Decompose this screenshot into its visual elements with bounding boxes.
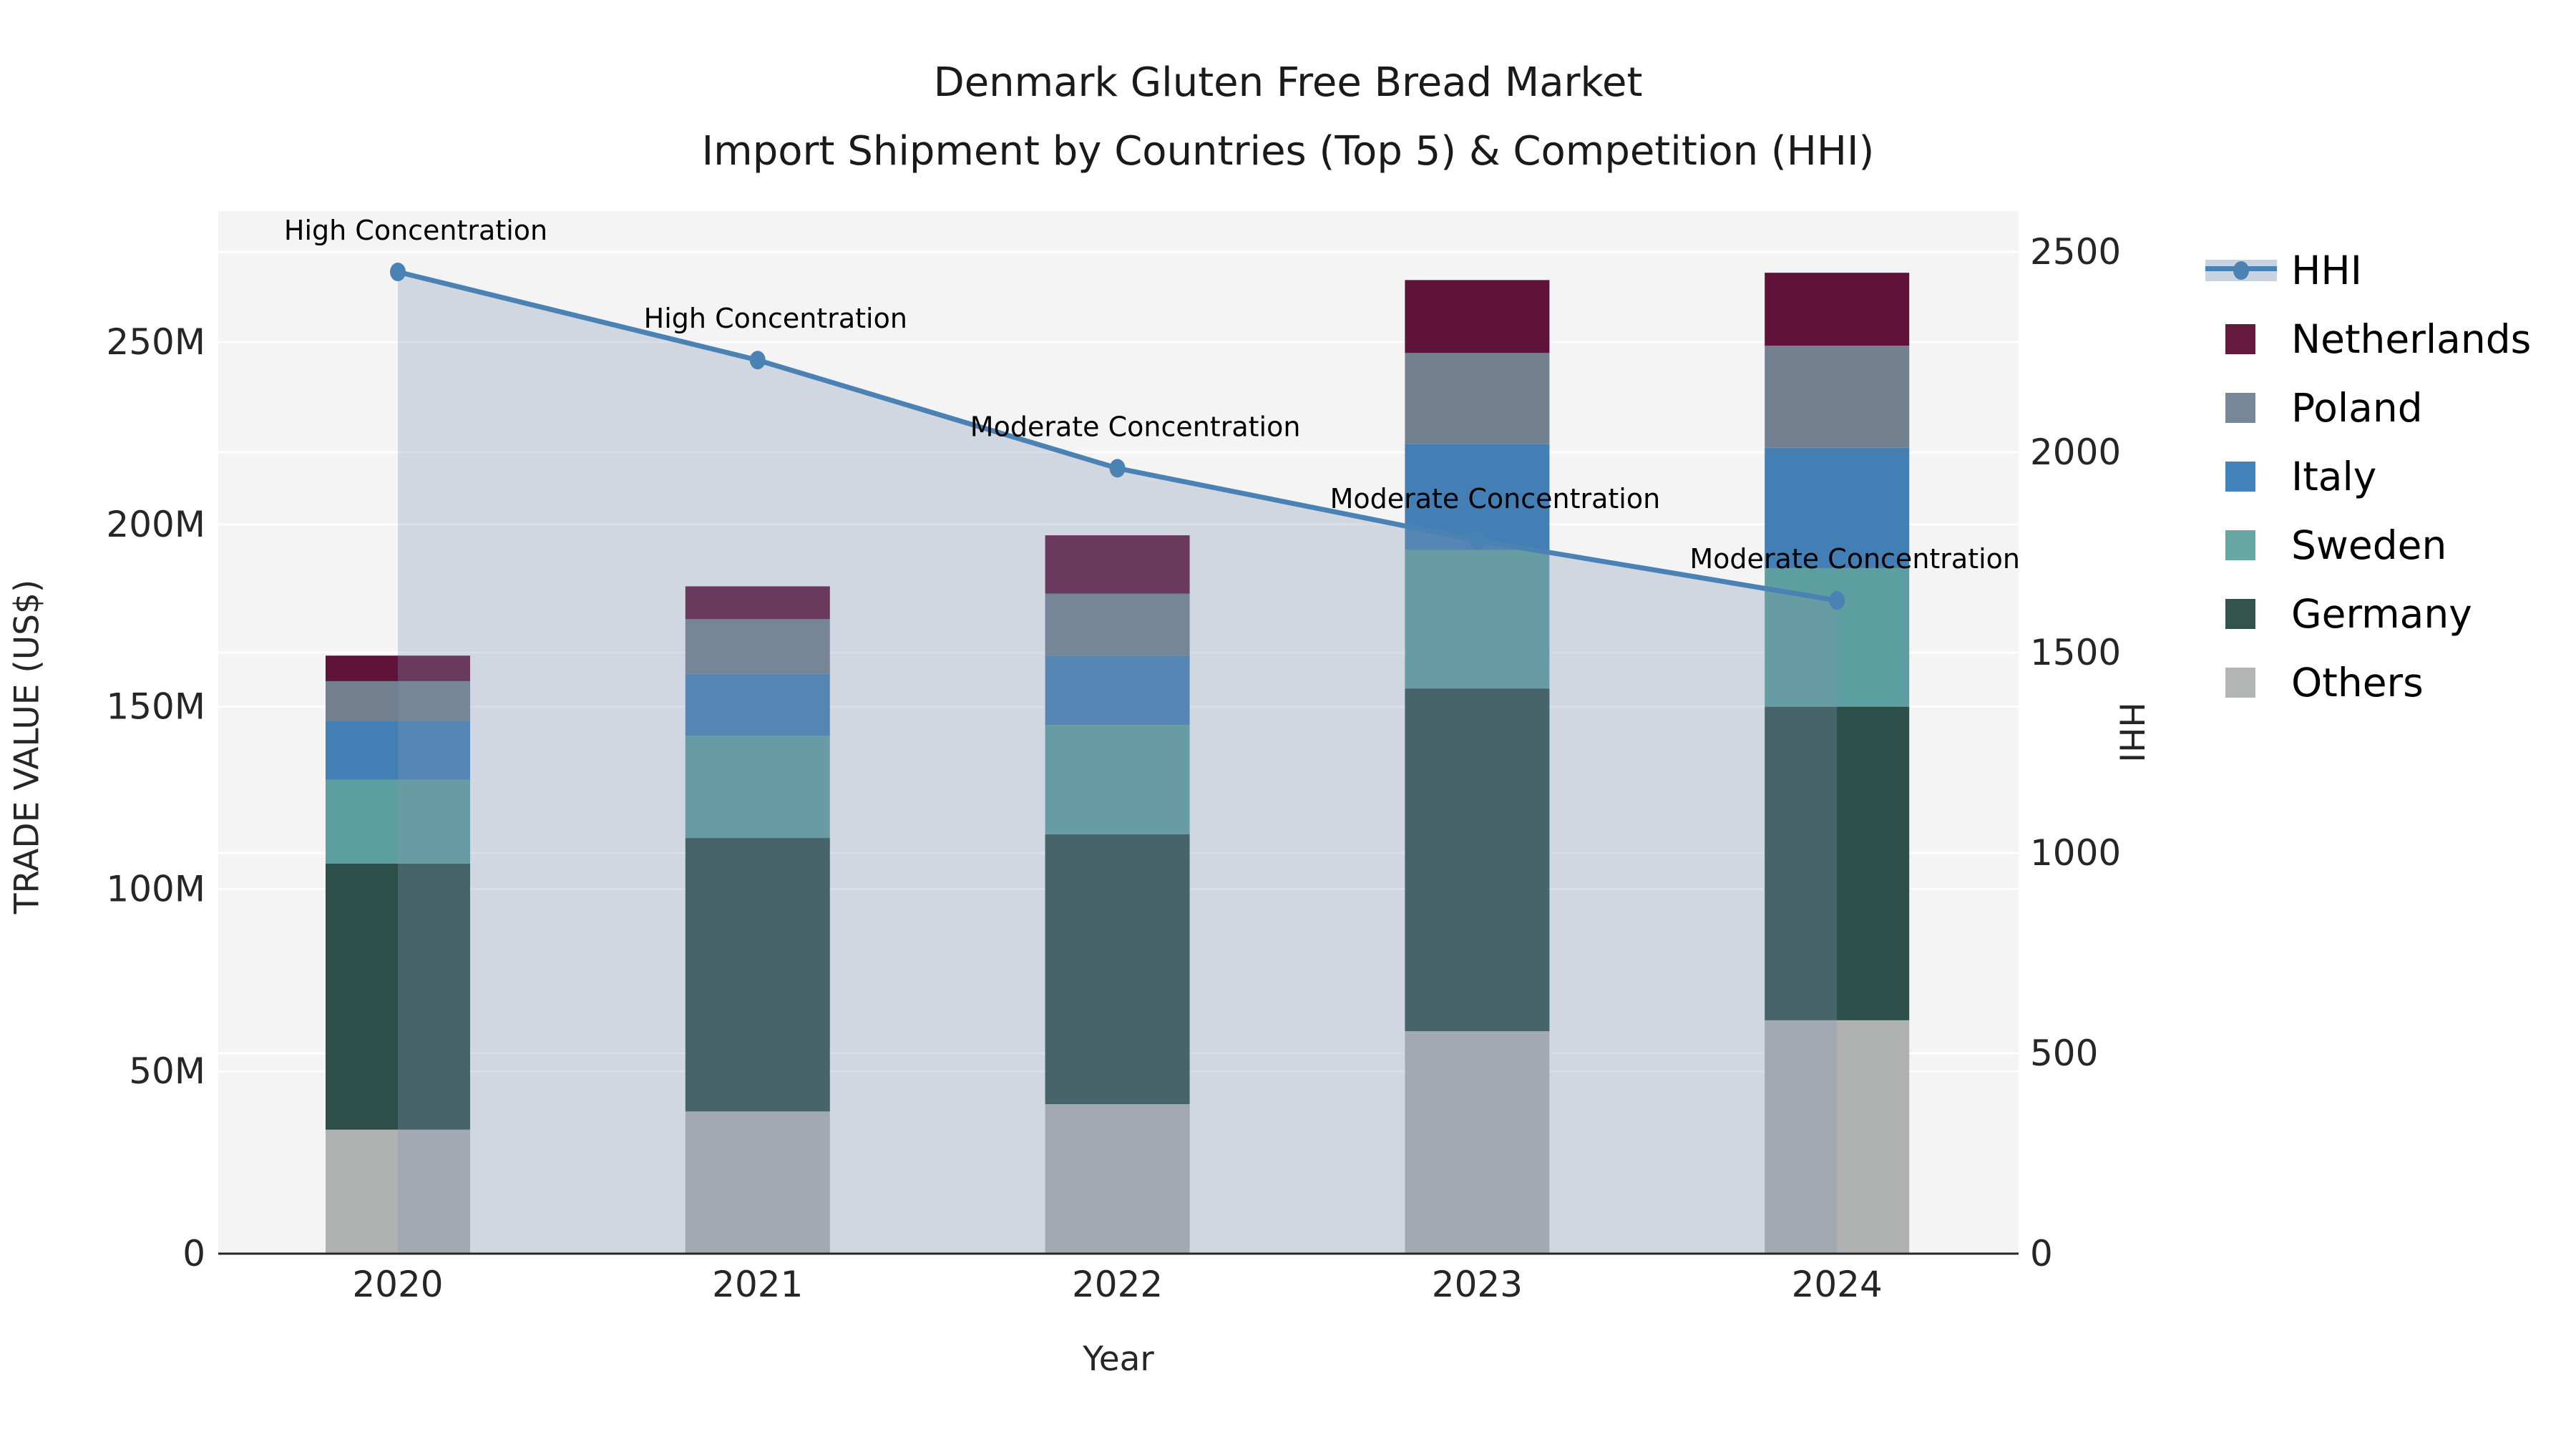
hhi-marker-2023 [1469, 531, 1485, 550]
legend-swatch-glyph [2205, 388, 2277, 428]
bar-segment-others-2020 [326, 1129, 470, 1254]
y-left-tick-50M: 50M [129, 1050, 205, 1092]
legend-swatch-others [2225, 668, 2255, 698]
left-axis-label: TRADE VALUE (US$) [7, 579, 47, 914]
chart-title-line-2: Import Shipment by Countries (Top 5) & C… [701, 128, 1875, 175]
bar-segment-netherlands-2020 [326, 655, 470, 681]
legend-label-italy: Italy [2291, 454, 2377, 499]
bar-segment-italy-2021 [685, 673, 830, 736]
legend-item-hhi: HHI [2205, 236, 2531, 305]
bar-segment-netherlands-2023 [1405, 280, 1550, 353]
y-left-tick-150M: 150M [106, 686, 205, 728]
bar-segment-italy-2024 [1765, 447, 1910, 568]
x-tick-2021: 2021 [712, 1264, 803, 1305]
legend-swatch-glyph [2205, 319, 2277, 359]
hhi-marker-2020 [390, 263, 406, 281]
bar-segment-poland-2022 [1045, 593, 1190, 656]
legend-line-glyph [2205, 250, 2277, 291]
bar-segment-italy-2020 [326, 721, 470, 780]
legend-item-germany: Germany [2205, 580, 2531, 648]
y-right-tick-2500: 2500 [2030, 231, 2121, 273]
annotation-label-2020: High Concentration [284, 215, 547, 246]
bar-segment-italy-2022 [1045, 655, 1190, 726]
hhi-area [398, 272, 1838, 1254]
bar-segment-netherlands-2024 [1765, 273, 1910, 346]
legend-swatch-glyph [2205, 594, 2277, 634]
y-right-tick-2000: 2000 [2030, 431, 2121, 473]
y-left-tick-100M: 100M [106, 868, 205, 909]
x-axis-label: Year [1083, 1340, 1154, 1379]
legend-swatch-glyph [2205, 663, 2277, 703]
bar-segment-others-2022 [1045, 1104, 1190, 1254]
bar-segment-netherlands-2022 [1045, 535, 1190, 594]
bar-segment-netherlands-2021 [685, 586, 830, 620]
y-right-tick-500: 500 [2030, 1033, 2098, 1074]
y-left-tick-0: 0 [182, 1233, 205, 1274]
legend-item-netherlands: Netherlands [2205, 305, 2531, 374]
hhi-marker-sample [2233, 261, 2249, 280]
annotation-label-2021: High Concentration [644, 303, 907, 334]
legend-swatch-germany [2225, 599, 2255, 629]
bar-segment-germany-2024 [1765, 706, 1910, 1020]
bar-segment-poland-2024 [1765, 346, 1910, 448]
bar-segment-others-2024 [1765, 1020, 1910, 1254]
y-right-tick-1000: 1000 [2030, 832, 2121, 874]
bar-segment-poland-2021 [685, 619, 830, 674]
bar-segment-germany-2021 [685, 838, 830, 1112]
legend-label-sweden: Sweden [2291, 522, 2447, 568]
legend-label-germany: Germany [2291, 591, 2472, 637]
bar-segment-germany-2023 [1405, 688, 1550, 1032]
bar-segment-others-2023 [1405, 1031, 1550, 1254]
legend-label-netherlands: Netherlands [2291, 316, 2532, 362]
legend-swatch-netherlands [2225, 324, 2255, 354]
hhi-marker-2024 [1829, 591, 1845, 610]
legend-swatch-sweden [2225, 530, 2255, 560]
bar-segment-others-2021 [685, 1111, 830, 1254]
legend-swatch-glyph [2205, 457, 2277, 497]
bar-segment-germany-2022 [1045, 834, 1190, 1105]
right-axis-label: HHI [2111, 702, 2151, 763]
bar-segment-sweden-2023 [1405, 550, 1550, 689]
legend-swatch-italy [2225, 462, 2255, 492]
legend-label-others: Others [2291, 660, 2424, 706]
legend-label-hhi: HHI [2291, 248, 2362, 293]
annotation-label-2024: Moderate Concentration [1689, 543, 2020, 575]
bar-segment-germany-2020 [326, 863, 470, 1130]
bar-segment-sweden-2020 [326, 779, 470, 864]
legend-label-poland: Poland [2291, 385, 2423, 431]
x-tick-2024: 2024 [1792, 1264, 1883, 1305]
bar-segment-sweden-2022 [1045, 725, 1190, 834]
x-tick-2020: 2020 [352, 1264, 443, 1305]
legend-item-italy: Italy [2205, 442, 2531, 511]
y-right-tick-1500: 1500 [2030, 632, 2121, 673]
legend-swatch-poland [2225, 393, 2255, 423]
annotation-label-2023: Moderate Concentration [1330, 483, 1661, 514]
bar-segment-poland-2023 [1405, 353, 1550, 444]
annotation-label-2022: Moderate Concentration [970, 411, 1301, 442]
legend-item-poland: Poland [2205, 374, 2531, 442]
y-left-tick-200M: 200M [106, 504, 205, 545]
hhi-marker-2022 [1109, 459, 1126, 478]
y-right-tick-0: 0 [2030, 1233, 2053, 1274]
x-tick-2022: 2022 [1072, 1264, 1163, 1305]
legend-item-others: Others [2205, 648, 2531, 717]
bar-segment-sweden-2021 [685, 736, 830, 839]
legend-item-sweden: Sweden [2205, 511, 2531, 580]
x-tick-2023: 2023 [1432, 1264, 1523, 1305]
legend: HHI Netherlands Poland Italy Sweden Germany Ot… [2205, 236, 2531, 717]
chart-title-line-1: Denmark Gluten Free Bread Market [933, 59, 1643, 106]
bar-segment-poland-2020 [326, 680, 470, 721]
y-left-tick-250M: 250M [106, 321, 205, 363]
legend-swatch-glyph [2205, 525, 2277, 565]
hhi-marker-2021 [749, 351, 766, 370]
